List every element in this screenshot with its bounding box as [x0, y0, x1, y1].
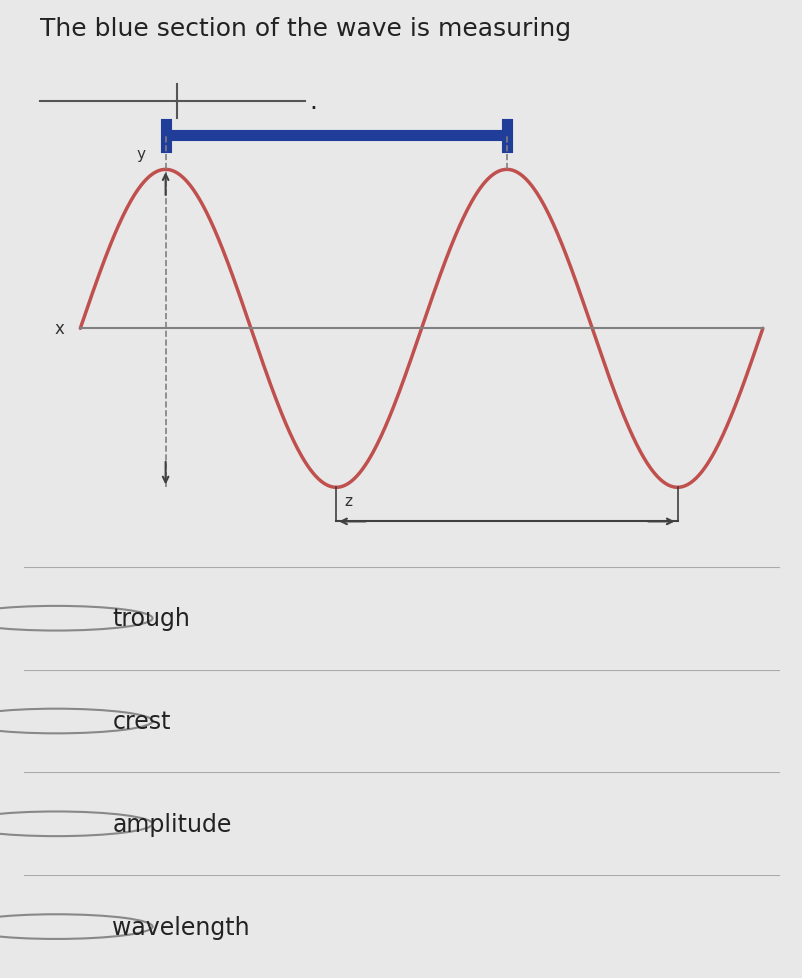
- Text: crest: crest: [112, 709, 171, 734]
- Text: .: .: [309, 90, 317, 114]
- Text: wavelength: wavelength: [112, 914, 249, 939]
- Text: amplitude: amplitude: [112, 812, 232, 836]
- Text: y: y: [136, 147, 145, 161]
- Text: The blue section of the wave is measuring: The blue section of the wave is measurin…: [40, 17, 570, 41]
- Text: trough: trough: [112, 606, 190, 631]
- Text: z: z: [344, 494, 352, 509]
- Text: x: x: [55, 320, 64, 338]
